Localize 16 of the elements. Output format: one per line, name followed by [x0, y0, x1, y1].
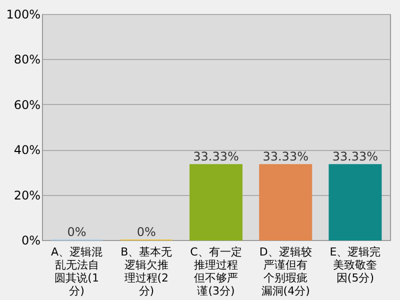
- y-tick-label: 60%: [14, 98, 40, 112]
- x-tick-label: C、有一定推理过程但不够严谨(3分): [190, 246, 242, 298]
- y-tick-label: 100%: [6, 8, 40, 22]
- y-tick-label: 80%: [14, 52, 40, 67]
- data-label: 0%: [136, 225, 156, 239]
- data-label: 33.33%: [262, 150, 308, 164]
- data-label: 33.33%: [332, 150, 378, 164]
- x-tick-label: A、逻辑混乱无法自圆其说(1分): [51, 246, 103, 298]
- data-label: 33.33%: [193, 150, 239, 164]
- x-tick-label: D、逻辑较严谨但有个别瑕疵漏洞(4分): [259, 246, 312, 298]
- data-label: 0%: [67, 225, 86, 239]
- y-tick-label: 0%: [21, 234, 40, 248]
- y-tick-label: 20%: [14, 188, 40, 202]
- y-tick-label: 40%: [14, 143, 40, 158]
- x-tick-label: B、基本无逻辑欠推理过程(2分): [120, 246, 172, 298]
- x-tick-label: E、逻辑完美致敬奎因(5分): [330, 246, 381, 284]
